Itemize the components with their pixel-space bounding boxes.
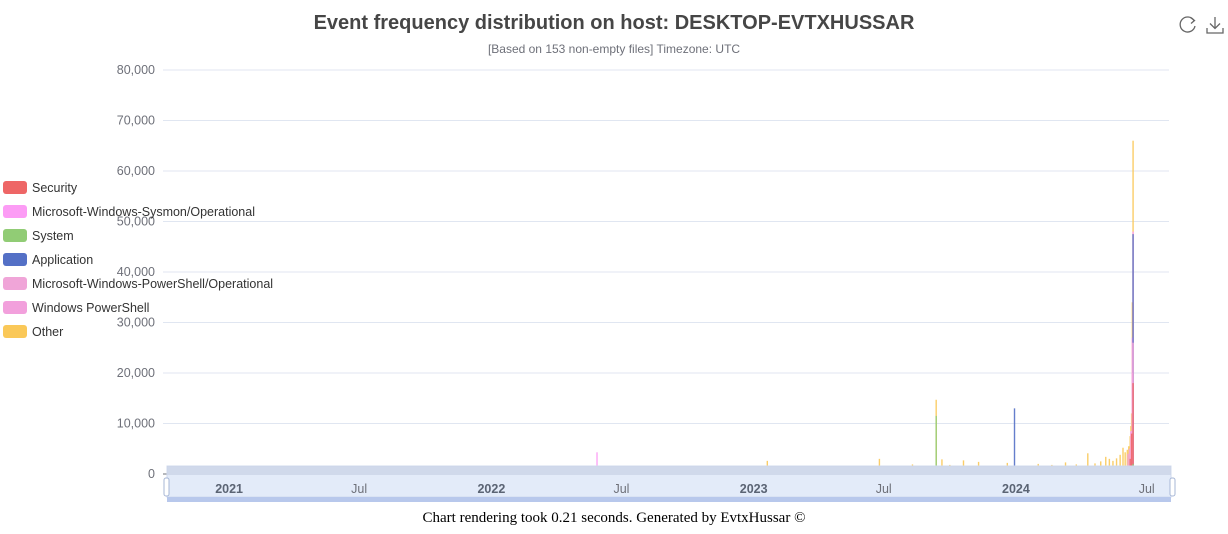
legend: Security Microsoft-Windows-Sysmon/Operati… [3, 181, 273, 339]
data-zoom-preview-band [167, 466, 1171, 475]
legend-label: Application [32, 253, 93, 267]
y-tick-label: 30,000 [117, 316, 155, 330]
y-tick-label: 20,000 [117, 366, 155, 380]
legend-item[interactable]: Security [3, 181, 78, 195]
chart-title: Event frequency distribution on host: DE… [314, 12, 915, 34]
x-axis: 2021 Jul 2022 Jul 2023 Jul 2024 Jul [215, 482, 1155, 496]
y-tick-label: 50,000 [117, 215, 155, 229]
legend-label: Microsoft-Windows-PowerShell/Operational [32, 277, 273, 291]
legend-swatch [3, 229, 27, 242]
y-tick-label: 70,000 [117, 114, 155, 128]
data-zoom-right-handle[interactable] [1169, 477, 1176, 497]
legend-item[interactable]: Windows PowerShell [3, 301, 149, 315]
bar-other [1087, 453, 1089, 474]
legend-swatch [3, 277, 27, 290]
legend-swatch [3, 325, 27, 338]
data-zoom-left-handle[interactable] [163, 477, 170, 497]
legend-item[interactable]: Application [3, 253, 93, 267]
legend-item[interactable]: Other [3, 325, 63, 339]
bar-other [1122, 447, 1124, 474]
bar-other [1126, 449, 1129, 474]
chart-subtitle: [Based on 153 non-empty files] Timezone:… [488, 42, 740, 56]
y-tick-label: 60,000 [117, 164, 155, 178]
x-tick-label: 2024 [1002, 482, 1030, 496]
legend-item[interactable]: System [3, 229, 74, 243]
bar-other [1129, 436, 1131, 474]
bar-windows-powershell [1127, 453, 1129, 474]
x-tick-label: Jul [876, 482, 892, 496]
legend-label: Windows PowerShell [32, 301, 149, 315]
bar-system [935, 415, 937, 474]
bar-other [1105, 456, 1107, 474]
bar-other [1124, 452, 1126, 474]
y-tick-label: 0 [148, 467, 155, 481]
legend-item[interactable]: Microsoft-Windows-Sysmon/Operational [3, 205, 255, 219]
legend-swatch [3, 253, 27, 266]
bar-security [1132, 383, 1134, 474]
legend-label: Security [32, 181, 78, 195]
x-tick-label: Jul [351, 482, 367, 496]
y-tick-label: 80,000 [117, 63, 155, 77]
bar-microsoft-windows-sysmon-operational [1130, 431, 1132, 474]
x-tick-label: Jul [613, 482, 629, 496]
bar-microsoft-windows-powershell-operational [1128, 448, 1131, 474]
y-axis: 80,000 70,000 60,000 50,000 40,000 30,000 20,0… [117, 63, 155, 481]
bar-microsoft-windows-sysmon-operational [596, 452, 598, 474]
x-tick-label: 2022 [477, 482, 505, 496]
legend-swatch [3, 181, 27, 194]
y-tick-label: 40,000 [117, 265, 155, 279]
y-gridlines [163, 69, 1169, 475]
legend-label: Other [32, 325, 63, 339]
legend-swatch [3, 301, 27, 314]
bar-other [1128, 446, 1130, 474]
x-tick-label: 2021 [215, 482, 243, 496]
bar-application [1013, 408, 1016, 474]
bar-security [1130, 433, 1133, 474]
bar-other [1119, 454, 1121, 474]
restore-icon[interactable] [1179, 16, 1196, 33]
data-zoom-slider[interactable] [163, 465, 1176, 502]
legend-label: Microsoft-Windows-Sysmon/Operational [32, 205, 255, 219]
data-zoom-selected-range[interactable] [167, 497, 1171, 502]
x-tick-label: 2023 [740, 482, 768, 496]
save-image-icon[interactable] [1206, 17, 1224, 34]
plot-area [234, 140, 1134, 474]
bar-windows-powershell [1131, 373, 1134, 474]
legend-swatch [3, 205, 27, 218]
render-time-footer: Chart rendering took 0.21 seconds. Gener… [422, 510, 806, 526]
legend-label: System [32, 229, 74, 243]
x-tick-label: Jul [1139, 482, 1155, 496]
y-tick-label: 10,000 [117, 417, 155, 431]
legend-item[interactable]: Microsoft-Windows-PowerShell/Operational [3, 277, 273, 291]
